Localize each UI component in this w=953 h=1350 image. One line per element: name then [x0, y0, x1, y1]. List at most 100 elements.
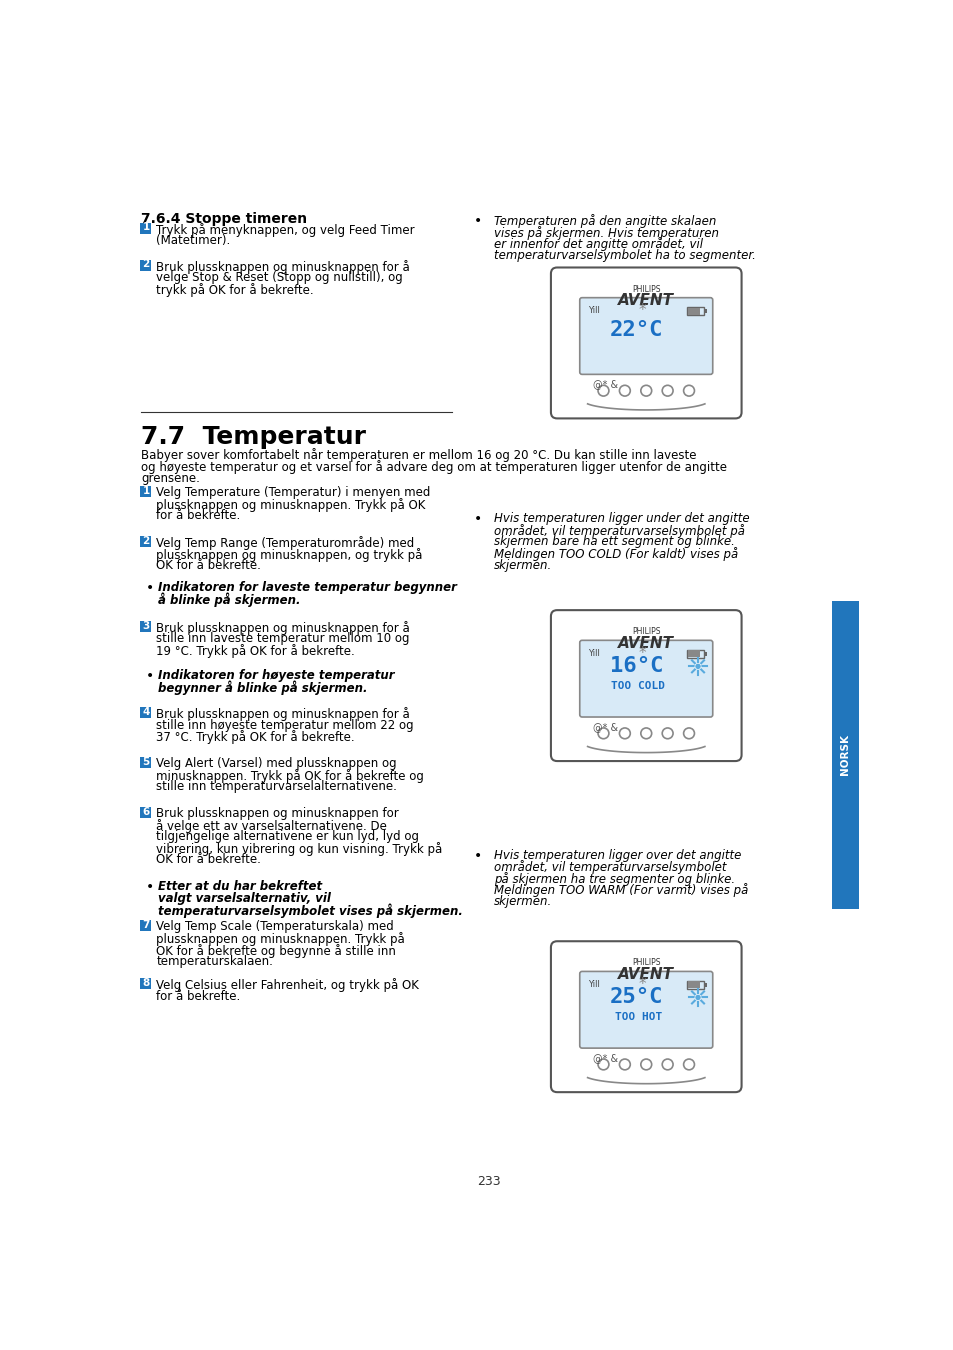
- Text: området, vil temperaturvarselsymbolet på: området, vil temperaturvarselsymbolet på: [494, 524, 744, 537]
- FancyBboxPatch shape: [140, 486, 151, 497]
- FancyBboxPatch shape: [550, 610, 740, 761]
- Text: og høyeste temperatur og et varsel for å advare deg om at temperaturen ligger ut: og høyeste temperatur og et varsel for å…: [141, 460, 726, 474]
- Circle shape: [598, 1058, 608, 1069]
- Circle shape: [661, 385, 673, 396]
- Text: Trykk på menyknappen, og velg Feed Timer: Trykk på menyknappen, og velg Feed Timer: [156, 223, 415, 236]
- Text: på skjermen ha tre segmenter og blinke.: på skjermen ha tre segmenter og blinke.: [494, 872, 735, 886]
- Text: velge Stop & Reset (Stopp og nullstill), og: velge Stop & Reset (Stopp og nullstill),…: [156, 271, 403, 285]
- Circle shape: [618, 385, 630, 396]
- Text: 6: 6: [142, 807, 150, 817]
- Circle shape: [640, 1058, 651, 1069]
- Text: Babyer sover komfortabelt når temperaturen er mellom 16 og 20 °C. Du kan stille : Babyer sover komfortabelt når temperatur…: [141, 448, 696, 463]
- Text: 37 °C. Trykk på OK for å bekrefte.: 37 °C. Trykk på OK for å bekrefte.: [156, 730, 355, 744]
- Text: AVENT: AVENT: [618, 293, 674, 308]
- Text: 8: 8: [142, 977, 150, 988]
- Text: •: •: [146, 668, 154, 683]
- Text: temperaturvarselsymbolet ha to segmenter.: temperaturvarselsymbolet ha to segmenter…: [494, 248, 756, 262]
- Circle shape: [694, 995, 700, 1000]
- Text: for å bekrefte.: for å bekrefte.: [156, 509, 240, 522]
- FancyBboxPatch shape: [140, 259, 151, 270]
- Circle shape: [640, 385, 651, 396]
- Text: NORSK: NORSK: [840, 734, 849, 775]
- Bar: [686, 980, 703, 990]
- Text: TOO COLD: TOO COLD: [611, 682, 665, 691]
- Text: å blinke på skjermen.: å blinke på skjermen.: [158, 593, 300, 608]
- Text: 5: 5: [142, 757, 150, 767]
- Text: for å bekrefte.: for å bekrefte.: [156, 990, 240, 1003]
- Circle shape: [618, 728, 630, 738]
- Text: vibrering, kun vibrering og kun visning. Trykk på: vibrering, kun vibrering og kun visning.…: [156, 842, 442, 856]
- Text: plussknappen og minusknappen. Trykk på: plussknappen og minusknappen. Trykk på: [156, 931, 405, 946]
- Text: 22°C: 22°C: [610, 320, 663, 340]
- Bar: [687, 308, 700, 315]
- Text: (Matetimer).: (Matetimer).: [156, 235, 231, 247]
- Text: *: *: [638, 645, 645, 662]
- Text: *: *: [638, 304, 645, 319]
- Text: Hvis temperaturen ligger over det angitte: Hvis temperaturen ligger over det angitt…: [494, 849, 740, 861]
- Text: @* &: @* &: [593, 1053, 618, 1064]
- Text: TOO HOT: TOO HOT: [615, 1012, 661, 1022]
- Text: 1: 1: [142, 223, 150, 232]
- Text: 25°C: 25°C: [610, 987, 663, 1007]
- Text: Yill: Yill: [588, 306, 599, 316]
- Text: *: *: [638, 977, 645, 992]
- Text: å velge ett av varselsalternativene. De: å velge ett av varselsalternativene. De: [156, 819, 387, 833]
- Text: begynner å blinke på skjermen.: begynner å blinke på skjermen.: [158, 680, 367, 695]
- Text: Indikatoren for laveste temperatur begynner: Indikatoren for laveste temperatur begyn…: [158, 580, 456, 594]
- Text: temperaturskalaen.: temperaturskalaen.: [156, 954, 274, 968]
- Text: stille inn laveste temperatur mellom 10 og: stille inn laveste temperatur mellom 10 …: [156, 632, 410, 645]
- Bar: [703, 983, 706, 987]
- Text: skjermen bare ha ett segment og blinke.: skjermen bare ha ett segment og blinke.: [494, 536, 735, 548]
- FancyBboxPatch shape: [550, 941, 740, 1092]
- Bar: [703, 652, 706, 656]
- Text: 7: 7: [142, 921, 150, 930]
- Text: •: •: [146, 880, 154, 895]
- Text: skjermen.: skjermen.: [494, 895, 552, 909]
- Text: Temperaturen på den angitte skalaen: Temperaturen på den angitte skalaen: [494, 215, 716, 228]
- Text: Etter at du har bekreftet: Etter at du har bekreftet: [158, 880, 322, 894]
- Bar: [687, 981, 700, 988]
- Circle shape: [694, 663, 700, 670]
- Text: området, vil temperaturvarselsymbolet: området, vil temperaturvarselsymbolet: [494, 860, 726, 875]
- Text: AVENT: AVENT: [618, 967, 674, 981]
- Bar: [703, 309, 706, 313]
- Circle shape: [661, 1058, 673, 1069]
- Text: PHILIPS: PHILIPS: [631, 628, 659, 636]
- Text: AVENT: AVENT: [618, 636, 674, 651]
- Text: skjermen.: skjermen.: [494, 559, 552, 571]
- Text: 16°C: 16°C: [610, 656, 663, 676]
- FancyBboxPatch shape: [140, 979, 151, 990]
- Text: trykk på OK for å bekrefte.: trykk på OK for å bekrefte.: [156, 284, 314, 297]
- Text: •: •: [146, 580, 154, 595]
- FancyBboxPatch shape: [140, 807, 151, 818]
- Bar: [686, 306, 703, 316]
- FancyBboxPatch shape: [140, 621, 151, 632]
- Text: •: •: [474, 849, 482, 863]
- Text: 7.7  Temperatur: 7.7 Temperatur: [141, 425, 366, 450]
- Text: Bruk plussknappen og minusknappen for å: Bruk plussknappen og minusknappen for å: [156, 259, 410, 274]
- Circle shape: [683, 385, 694, 396]
- Bar: [687, 651, 700, 657]
- Text: @* &: @* &: [593, 722, 618, 732]
- Text: Velg Temp Range (Temperaturområde) med: Velg Temp Range (Temperaturområde) med: [156, 536, 415, 551]
- Circle shape: [598, 385, 608, 396]
- Text: minusknappen. Trykk på OK for å bekrefte og: minusknappen. Trykk på OK for å bekrefte…: [156, 768, 424, 783]
- FancyBboxPatch shape: [550, 267, 740, 418]
- Text: Indikatoren for høyeste temperatur: Indikatoren for høyeste temperatur: [158, 668, 395, 682]
- Text: 1: 1: [142, 486, 150, 495]
- Text: Hvis temperaturen ligger under det angitte: Hvis temperaturen ligger under det angit…: [494, 513, 749, 525]
- Circle shape: [661, 728, 673, 738]
- Text: Bruk plussknappen og minusknappen for: Bruk plussknappen og minusknappen for: [156, 807, 398, 821]
- Text: valgt varselsalternativ, vil: valgt varselsalternativ, vil: [158, 892, 331, 904]
- Text: plussknappen og minusknappen, og trykk på: plussknappen og minusknappen, og trykk p…: [156, 548, 422, 562]
- Text: OK for å bekrefte og begynne å stille inn: OK for å bekrefte og begynne å stille in…: [156, 944, 395, 957]
- Text: 7.6.4 Stoppe timeren: 7.6.4 Stoppe timeren: [141, 212, 307, 225]
- Text: grensene.: grensene.: [141, 471, 199, 485]
- Text: 4: 4: [142, 707, 150, 717]
- FancyBboxPatch shape: [831, 601, 858, 909]
- Text: Velg Alert (Varsel) med plussknappen og: Velg Alert (Varsel) med plussknappen og: [156, 757, 396, 771]
- FancyBboxPatch shape: [579, 297, 712, 374]
- Text: 19 °C. Trykk på OK for å bekrefte.: 19 °C. Trykk på OK for å bekrefte.: [156, 644, 355, 657]
- Text: 2: 2: [142, 536, 150, 545]
- Text: Meldingen TOO COLD (For kaldt) vises på: Meldingen TOO COLD (For kaldt) vises på: [494, 547, 738, 562]
